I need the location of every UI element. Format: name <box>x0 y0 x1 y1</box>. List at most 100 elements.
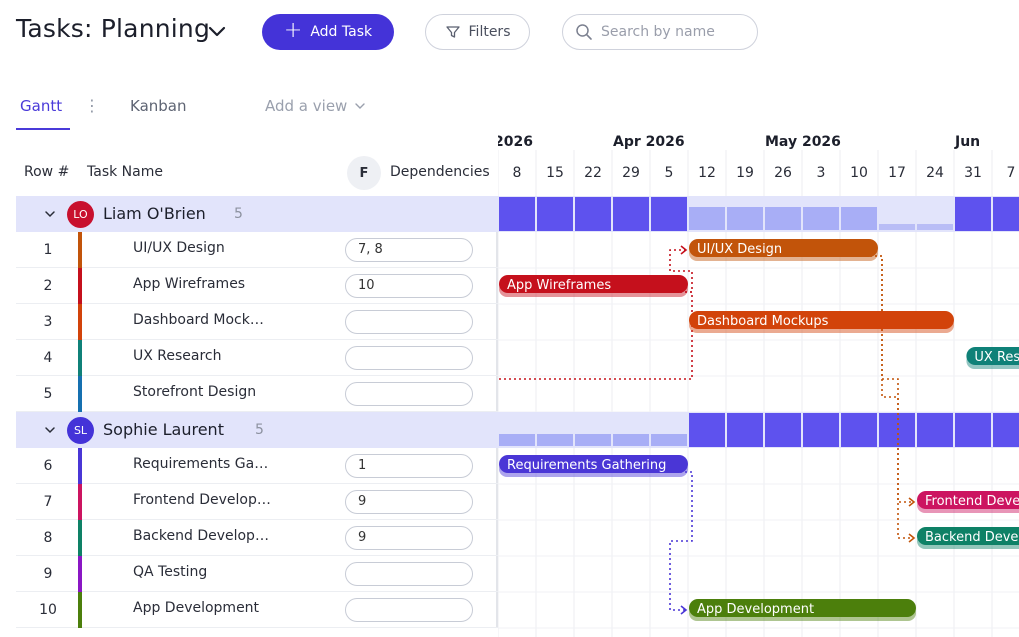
chevron-down-icon[interactable] <box>207 24 227 40</box>
add-view-label: Add a view <box>265 97 348 115</box>
task-bar[interactable] <box>966 347 1019 365</box>
dependencies-field[interactable]: 1 <box>345 454 473 478</box>
dependencies-field[interactable] <box>345 310 473 334</box>
filters-button[interactable]: Filters <box>425 14 530 50</box>
summary-bar <box>499 434 535 446</box>
chevron-down-icon[interactable] <box>44 209 56 219</box>
table-row[interactable]: 10 App Development <box>16 592 498 628</box>
task-bar-label: Dashboard Mockups <box>697 314 829 329</box>
summary-bar <box>841 207 877 230</box>
table-row[interactable]: 2 App Wireframes 10 <box>16 268 498 304</box>
task-bar[interactable] <box>917 527 1019 545</box>
task-name[interactable]: Requirements Ga… <box>133 456 269 472</box>
summary-bar <box>727 207 763 230</box>
task-bar[interactable] <box>689 239 878 257</box>
column-header-task-name[interactable]: Task Name <box>87 164 163 180</box>
task-bar[interactable] <box>917 491 1019 509</box>
page-title[interactable]: Tasks: Planning <box>16 14 211 43</box>
summary-bar <box>879 413 915 447</box>
dependencies-field[interactable]: 9 <box>345 526 473 550</box>
table-row[interactable]: 4 UX Research <box>16 340 498 376</box>
search-box[interactable] <box>562 14 758 50</box>
tab-kanban[interactable]: Kanban <box>130 97 187 115</box>
column-header-dependencies[interactable]: Dependencies <box>390 164 490 180</box>
task-color-strip <box>78 556 82 592</box>
row-number: 1 <box>43 242 53 258</box>
task-bar[interactable] <box>499 455 688 473</box>
gantt-canvas[interactable]: 2026 Apr 2026 May 2026 Jun 8 15 22 29 5 12 19 26 3 10… <box>498 128 1019 637</box>
month-label: Jun <box>954 134 980 150</box>
task-name[interactable]: Dashboard Mock… <box>133 312 264 328</box>
row-number: 8 <box>43 530 53 546</box>
dependency-link <box>870 255 914 503</box>
row-number: 9 <box>43 566 53 582</box>
table-row[interactable]: 9 QA Testing <box>16 556 498 592</box>
dependencies-field[interactable] <box>345 598 473 622</box>
row-number: 4 <box>43 350 53 366</box>
week-label: 5 <box>665 165 674 181</box>
avatar: LO <box>67 201 94 228</box>
task-name[interactable]: UX Research <box>133 348 222 364</box>
summary-bar <box>651 434 687 446</box>
dependencies-field[interactable] <box>345 382 473 406</box>
task-name[interactable]: Frontend Develop… <box>133 492 271 508</box>
summary-bar <box>955 413 991 447</box>
row-number: 6 <box>43 458 53 474</box>
dependencies-field[interactable]: 9 <box>345 490 473 514</box>
week-label: 15 <box>546 165 564 181</box>
group-row[interactable]: SL Sophie Laurent 5 <box>16 412 498 448</box>
task-bar[interactable] <box>689 599 916 617</box>
search-input[interactable] <box>601 24 741 40</box>
task-name[interactable]: App Development <box>133 600 260 616</box>
task-bar[interactable] <box>499 275 688 293</box>
task-name[interactable]: QA Testing <box>133 564 208 580</box>
summary-bar <box>841 413 877 447</box>
table-row[interactable]: 5 Storefront Design <box>16 376 498 412</box>
row-number: 5 <box>43 386 53 402</box>
dependencies-field[interactable]: 10 <box>345 274 473 298</box>
dependencies-field[interactable] <box>345 562 473 586</box>
search-icon <box>576 24 592 40</box>
table-row[interactable]: 7 Frontend Develop… 9 <box>16 484 498 520</box>
header: Tasks: Planning + Add Task Filters <box>0 0 1019 70</box>
group-name: Sophie Laurent <box>103 420 224 439</box>
task-bar-label: Requirements Gathering <box>507 458 666 473</box>
table-row[interactable]: 8 Backend Develop… 9 <box>16 520 498 556</box>
chevron-down-icon[interactable] <box>44 425 56 435</box>
week-label: 29 <box>622 165 640 181</box>
task-name[interactable]: UI/UX Design <box>133 240 225 256</box>
table-row[interactable]: 1 UI/UX Design 7, 8 <box>16 232 498 268</box>
gantt-chart[interactable]: 2026 Apr 2026 May 2026 Jun 8 15 22 29 5 12 19 26 3 10… <box>498 128 1019 637</box>
week-label: 17 <box>888 165 906 181</box>
task-name[interactable]: App Wireframes <box>133 276 246 292</box>
summary-bar <box>651 197 687 231</box>
task-color-strip <box>78 448 82 484</box>
group-name: Liam O'Brien <box>103 204 206 223</box>
table-row[interactable]: 6 Requirements Ga… 1 <box>16 448 498 484</box>
task-bar[interactable] <box>689 311 954 329</box>
plus-icon: + <box>283 18 303 43</box>
task-bar-label: UI/UX Design <box>697 242 782 257</box>
dependencies-field[interactable] <box>345 346 473 370</box>
summary-bar <box>917 413 953 447</box>
summary-bar <box>537 197 573 231</box>
summary-bar <box>993 197 1019 231</box>
more-vertical-icon[interactable]: ⋮ <box>84 96 100 115</box>
month-label: Apr 2026 <box>613 134 685 150</box>
task-bar-label: Frontend Development <box>925 494 1019 509</box>
tab-gantt[interactable]: Gantt <box>20 97 63 115</box>
task-name[interactable]: Backend Develop… <box>133 528 269 544</box>
week-label: 19 <box>736 165 754 181</box>
group-row[interactable]: LO Liam O'Brien 5 <box>16 196 498 232</box>
summary-bar <box>613 434 649 446</box>
task-name[interactable]: Storefront Design <box>133 384 257 400</box>
f-badge[interactable]: F <box>347 156 381 190</box>
task-bar-label: App Wireframes <box>507 278 611 293</box>
dependencies-field[interactable]: 7, 8 <box>345 238 473 262</box>
task-bar-label: App Development <box>697 602 814 617</box>
add-task-button[interactable]: + Add Task <box>262 14 394 50</box>
add-view-dropdown[interactable]: Add a view <box>265 97 366 115</box>
column-header-row-number[interactable]: Row # <box>24 164 70 180</box>
table-row[interactable]: 3 Dashboard Mock… <box>16 304 498 340</box>
summary-bar <box>689 413 725 447</box>
